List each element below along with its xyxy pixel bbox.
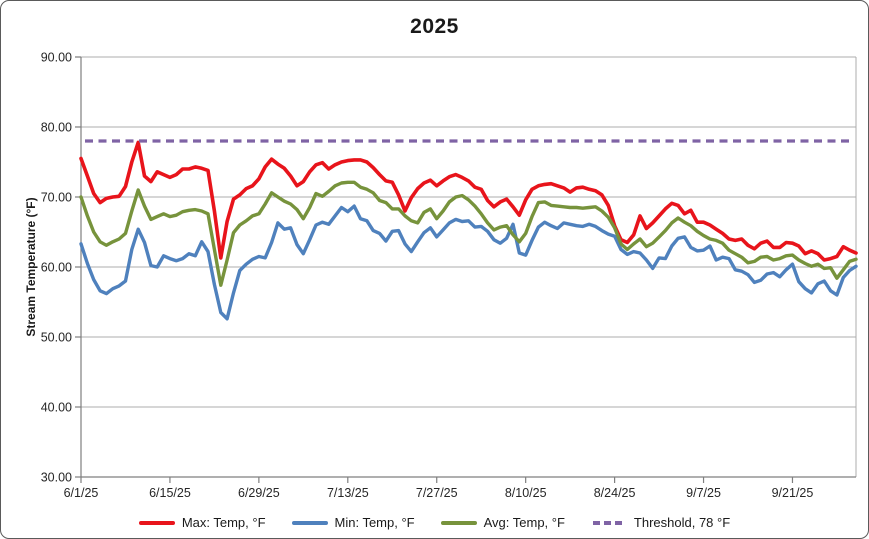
x-tick-label: 9/21/25 xyxy=(772,486,814,500)
x-tick-label: 6/1/25 xyxy=(64,486,99,500)
legend-swatch-threshold xyxy=(592,520,625,525)
max-series-line xyxy=(79,140,858,262)
legend-item-min: Min: Temp, °F xyxy=(291,515,415,530)
x-tick-label: 8/24/25 xyxy=(594,486,636,500)
chart-title: 2025 xyxy=(410,15,459,38)
legend-swatch-max xyxy=(138,520,175,525)
y-tick-label: 60.00 xyxy=(41,261,72,275)
y-tick-label: 50.00 xyxy=(41,331,72,345)
x-tick-label: 8/10/25 xyxy=(505,486,547,500)
x-tick-label: 6/15/25 xyxy=(149,486,191,500)
x-tick-label: 9/7/25 xyxy=(686,486,721,500)
legend-item-avg: Avg: Temp, °F xyxy=(440,515,565,530)
legend-label-threshold: Threshold, 78 °F xyxy=(633,515,731,530)
avg-series-line xyxy=(79,180,858,287)
legend-label-max: Max: Temp, °F xyxy=(181,515,266,530)
legend: Max: Temp, °F Min: Temp, °F Avg: Temp, °F T… xyxy=(1,515,868,530)
legend-item-max: Max: Temp, °F xyxy=(138,515,266,530)
legend-swatch-min xyxy=(291,520,328,525)
y-tick-label: 70.00 xyxy=(41,191,72,205)
y-tick-label: 80.00 xyxy=(41,121,72,135)
x-tick-label: 7/27/25 xyxy=(416,486,458,500)
y-tick-label: 30.00 xyxy=(41,471,72,485)
y-tick-label: 90.00 xyxy=(41,51,72,65)
legend-swatch-avg xyxy=(440,520,477,525)
x-tick-label: 7/13/25 xyxy=(327,486,369,500)
legend-item-threshold: Threshold, 78 °F xyxy=(591,515,730,530)
min-series-line xyxy=(79,204,858,321)
y-tick-label: 40.00 xyxy=(41,401,72,415)
legend-label-avg: Avg: Temp, °F xyxy=(483,515,565,530)
x-tick-label: 6/29/25 xyxy=(238,486,280,500)
legend-label-min: Min: Temp, °F xyxy=(334,515,415,530)
